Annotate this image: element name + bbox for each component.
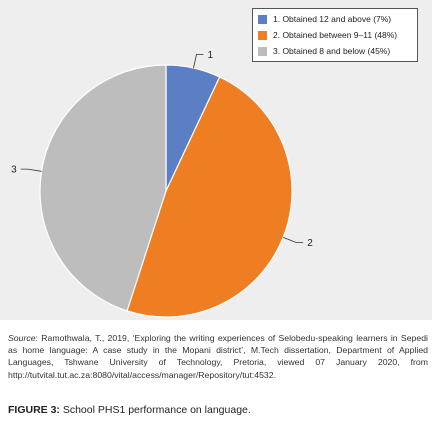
caption-label: FIGURE 3: <box>8 404 60 416</box>
slice-label-1: 1 <box>208 50 214 61</box>
legend-label-2: 2. Obtained between 9–11 (48%) <box>273 30 398 40</box>
legend-swatch-2 <box>258 30 267 40</box>
caption-text: School PHS1 performance on language. <box>59 404 251 416</box>
leader-line-2 <box>283 237 304 243</box>
pie-chart: 1 2 3 <box>11 50 313 318</box>
legend-item-2: 2. Obtained between 9–11 (48%) <box>258 27 412 43</box>
legend-label-1: 1. Obtained 12 and above (7%) <box>273 14 392 24</box>
legend-label-3: 3. Obtained 8 and below (45%) <box>273 46 391 56</box>
slice-label-2: 2 <box>307 238 313 249</box>
figure-caption: FIGURE 3: School PHS1 performance on lan… <box>8 404 251 416</box>
slice-label-3: 3 <box>11 165 17 176</box>
source-label: Source <box>8 333 36 343</box>
legend-swatch-1 <box>258 14 267 24</box>
leader-line-1 <box>193 54 204 69</box>
pie-slice-3 <box>39 64 167 312</box>
pie-slice-2 <box>126 76 293 318</box>
chart-panel: 1 2 3 1. Obtained 12 and above (7%) 2. Obt… <box>0 0 432 320</box>
legend-item-1: 1. Obtained 12 and above (7%) <box>258 11 412 27</box>
leader-line-3 <box>20 168 42 172</box>
chart-legend: 1. Obtained 12 and above (7%) 2. Obtaine… <box>252 8 418 62</box>
source-note: Source: Ramothwala, T., 2019, ‘Exploring… <box>8 332 428 381</box>
legend-swatch-3 <box>258 46 267 56</box>
source-text: : Ramothwala, T., 2019, ‘Exploring the w… <box>8 333 428 380</box>
legend-item-3: 3. Obtained 8 and below (45%) <box>258 43 412 59</box>
